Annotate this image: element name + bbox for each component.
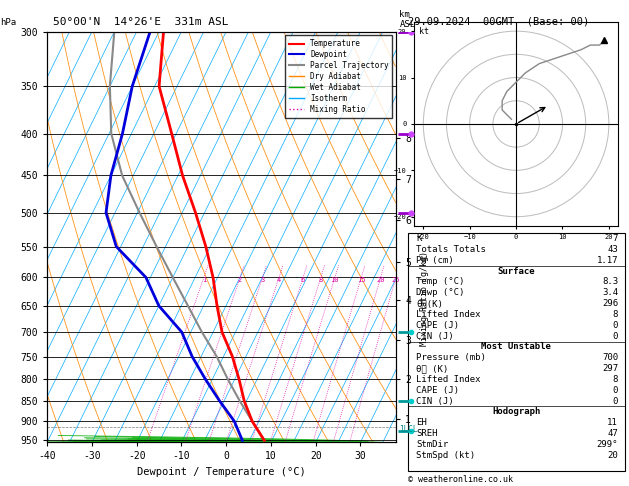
Text: 20: 20 [608, 451, 618, 460]
Text: © weatheronline.co.uk: © weatheronline.co.uk [408, 474, 513, 484]
Text: hPa: hPa [0, 17, 16, 27]
Legend: Temperature, Dewpoint, Parcel Trajectory, Dry Adiabat, Wet Adiabat, Isotherm, Mi: Temperature, Dewpoint, Parcel Trajectory… [285, 35, 392, 118]
Text: CAPE (J): CAPE (J) [416, 386, 459, 395]
Text: km
ASL: km ASL [399, 11, 416, 29]
Text: 8: 8 [613, 375, 618, 384]
Text: Temp (°C): Temp (°C) [416, 278, 465, 286]
Text: 8: 8 [613, 310, 618, 319]
Text: 0: 0 [613, 331, 618, 341]
Text: 700: 700 [602, 353, 618, 362]
Text: CIN (J): CIN (J) [416, 397, 454, 405]
Text: K: K [416, 234, 421, 243]
Text: 0: 0 [613, 397, 618, 405]
Text: Lifted Index: Lifted Index [416, 310, 481, 319]
Text: 29.09.2024  00GMT  (Base: 00): 29.09.2024 00GMT (Base: 00) [408, 17, 589, 27]
Text: 7: 7 [613, 234, 618, 243]
Text: Most Unstable: Most Unstable [481, 343, 551, 351]
Text: 8.3: 8.3 [602, 278, 618, 286]
Text: Dewp (°C): Dewp (°C) [416, 288, 465, 297]
Text: 4: 4 [277, 278, 281, 283]
Text: 3: 3 [260, 278, 265, 283]
Text: Totals Totals: Totals Totals [416, 245, 486, 254]
Text: 0: 0 [613, 386, 618, 395]
Text: θᴇ(K): θᴇ(K) [416, 299, 443, 308]
Text: 1.17: 1.17 [596, 256, 618, 265]
Text: PW (cm): PW (cm) [416, 256, 454, 265]
Text: Mixing Ratio (g/kg): Mixing Ratio (g/kg) [420, 251, 429, 346]
X-axis label: Dewpoint / Temperature (°C): Dewpoint / Temperature (°C) [137, 467, 306, 477]
Text: CIN (J): CIN (J) [416, 331, 454, 341]
Text: kt: kt [419, 27, 429, 35]
Text: 25: 25 [392, 278, 400, 283]
Text: Surface: Surface [498, 267, 535, 276]
Text: 43: 43 [608, 245, 618, 254]
Text: 3.4: 3.4 [602, 288, 618, 297]
Text: 20: 20 [376, 278, 385, 283]
Text: CAPE (J): CAPE (J) [416, 321, 459, 330]
Text: 2: 2 [238, 278, 242, 283]
Text: 10: 10 [331, 278, 339, 283]
Text: 299°: 299° [596, 440, 618, 449]
Text: Lifted Index: Lifted Index [416, 375, 481, 384]
Text: 15: 15 [357, 278, 365, 283]
Text: 0: 0 [613, 321, 618, 330]
Text: 50°00'N  14°26'E  331m ASL: 50°00'N 14°26'E 331m ASL [53, 17, 229, 27]
Text: StmSpd (kt): StmSpd (kt) [416, 451, 476, 460]
Text: EH: EH [416, 418, 427, 427]
Text: 6: 6 [301, 278, 305, 283]
Text: 8: 8 [319, 278, 323, 283]
Text: 47: 47 [608, 429, 618, 438]
Text: θᴇ (K): θᴇ (K) [416, 364, 448, 373]
Text: Hodograph: Hodograph [492, 407, 540, 417]
Text: Pressure (mb): Pressure (mb) [416, 353, 486, 362]
Text: StmDir: StmDir [416, 440, 448, 449]
Text: 296: 296 [602, 299, 618, 308]
Text: 1LCL: 1LCL [399, 425, 417, 434]
Text: 297: 297 [602, 364, 618, 373]
Text: 1: 1 [202, 278, 206, 283]
Text: 11: 11 [608, 418, 618, 427]
Text: SREH: SREH [416, 429, 438, 438]
